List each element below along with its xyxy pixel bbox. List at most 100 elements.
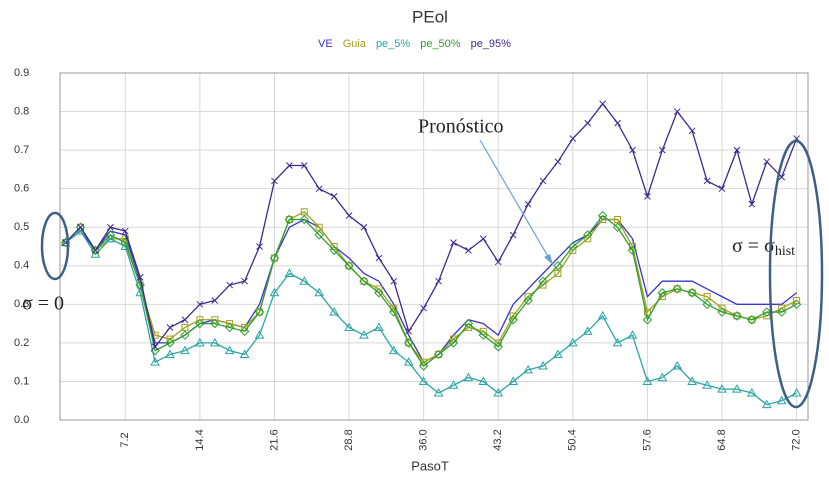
annotation-arrow xyxy=(479,139,554,266)
marker xyxy=(479,327,487,335)
marker xyxy=(165,349,175,358)
marker xyxy=(435,277,442,285)
marker xyxy=(77,223,85,231)
legend-entry: pe_50% xyxy=(420,38,461,50)
plot-area xyxy=(59,72,809,421)
marker xyxy=(478,330,489,340)
x-tick-label: 14.4 xyxy=(194,429,206,450)
marker xyxy=(599,100,607,108)
marker xyxy=(627,330,638,339)
marker xyxy=(433,388,444,397)
marker xyxy=(196,316,204,324)
marker xyxy=(717,307,727,317)
chart-title: PEol xyxy=(412,7,448,26)
x-axis-label: PasoT xyxy=(411,458,449,473)
marker xyxy=(90,245,101,256)
marker xyxy=(345,212,353,220)
marker xyxy=(584,119,592,127)
y-tick-label: 0.7 xyxy=(14,144,29,156)
marker xyxy=(523,364,533,374)
marker xyxy=(75,222,86,232)
marker xyxy=(211,316,219,324)
marker xyxy=(672,284,682,294)
marker xyxy=(702,380,712,389)
marker xyxy=(390,277,398,285)
marker xyxy=(92,247,99,254)
legend-entry: Guia xyxy=(343,38,367,50)
marker xyxy=(642,315,653,325)
annotation: σ = 0 xyxy=(22,293,64,315)
marker xyxy=(330,193,338,200)
marker xyxy=(584,235,592,243)
marker xyxy=(403,357,414,366)
marker xyxy=(284,214,295,225)
marker xyxy=(597,310,608,320)
marker xyxy=(791,388,802,397)
series-line xyxy=(65,230,797,406)
marker xyxy=(583,230,593,240)
legend-entry: VE xyxy=(318,38,333,50)
marker xyxy=(703,293,711,301)
marker xyxy=(448,380,459,389)
marker xyxy=(329,245,339,256)
marker xyxy=(254,307,265,317)
marker xyxy=(523,295,533,306)
y-tick-label: 0.8 xyxy=(14,105,29,117)
marker xyxy=(241,277,248,285)
marker xyxy=(702,299,712,310)
marker xyxy=(687,376,698,385)
annotation: Pronóstico xyxy=(418,116,504,138)
marker xyxy=(166,324,174,331)
marker xyxy=(463,372,474,382)
annotation-text: σ = σ xyxy=(732,235,775,257)
x-tick-label: 72.0 xyxy=(791,429,803,450)
marker xyxy=(509,231,517,239)
marker xyxy=(196,300,204,308)
marker xyxy=(359,330,369,339)
marker xyxy=(374,288,384,298)
marker xyxy=(717,384,727,393)
marker xyxy=(286,162,293,169)
legend-entry: pe_5% xyxy=(376,38,410,50)
marker xyxy=(494,258,502,266)
marker xyxy=(539,177,547,185)
marker xyxy=(448,338,459,348)
marker xyxy=(718,304,726,312)
marker xyxy=(314,230,324,240)
marker xyxy=(194,337,205,347)
marker xyxy=(493,388,504,397)
marker xyxy=(748,200,756,208)
marker xyxy=(778,304,786,312)
marker xyxy=(105,233,116,243)
marker xyxy=(256,308,264,316)
marker xyxy=(314,287,325,297)
marker xyxy=(524,200,532,208)
marker xyxy=(344,261,354,271)
marker xyxy=(793,296,801,304)
marker xyxy=(210,318,220,329)
marker xyxy=(300,162,308,169)
marker xyxy=(763,312,771,320)
marker xyxy=(195,318,205,329)
marker xyxy=(553,349,563,358)
marker xyxy=(627,245,638,256)
marker xyxy=(374,322,384,331)
marker xyxy=(271,177,278,185)
y-tick-label: 0.4 xyxy=(14,260,29,272)
marker xyxy=(121,227,129,235)
x-tick-label: 50.4 xyxy=(567,429,579,450)
marker xyxy=(433,349,444,360)
arrow-head xyxy=(544,254,553,265)
marker xyxy=(375,254,383,262)
marker xyxy=(165,338,175,348)
marker xyxy=(299,214,309,225)
y-tick-label: 0.9 xyxy=(14,67,29,79)
marker xyxy=(435,350,443,358)
marker xyxy=(567,337,578,347)
marker xyxy=(597,210,608,221)
marker xyxy=(389,307,399,317)
marker xyxy=(269,253,280,263)
marker xyxy=(329,307,339,316)
marker xyxy=(463,318,474,329)
marker xyxy=(151,343,159,351)
